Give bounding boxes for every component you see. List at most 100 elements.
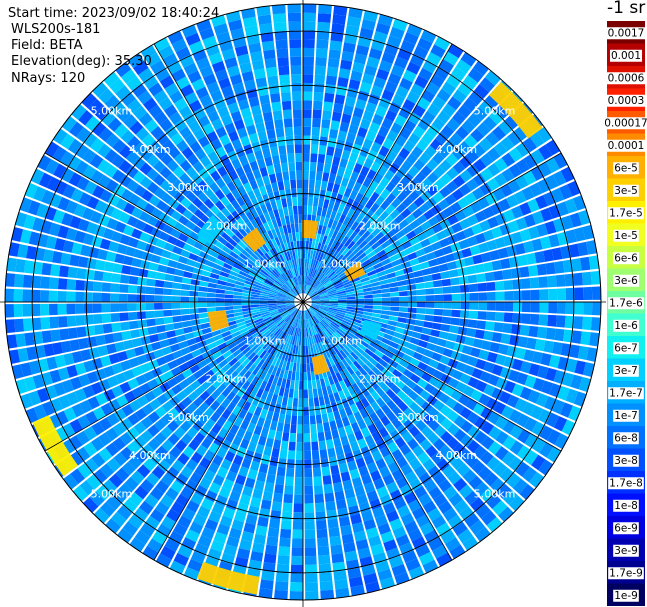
beam-gate (421, 327, 432, 336)
beam-gate (368, 48, 383, 60)
colorbar-label-16: 1.7e-7 (609, 387, 643, 399)
beam-gate (521, 313, 531, 325)
beam-gate (375, 266, 385, 274)
beam-gate (511, 358, 524, 371)
beam-gate (404, 323, 415, 331)
beam-gate (365, 199, 375, 210)
beam-gate (409, 236, 420, 246)
beam-gate (369, 191, 380, 203)
beam-gate (377, 235, 388, 245)
beam-gate (433, 308, 444, 316)
beam-gate (321, 118, 331, 129)
beam-gate (330, 210, 337, 220)
beam-gate (475, 358, 487, 370)
beam-gate (319, 307, 329, 312)
beam-gate (386, 345, 397, 354)
beam-gate (344, 285, 354, 291)
beam-gate (463, 364, 475, 376)
beam-gate (540, 380, 554, 395)
beam-gate (434, 345, 445, 355)
beam-gate (331, 229, 339, 240)
beam-gate (320, 253, 327, 263)
beam-gate (549, 383, 562, 398)
beam-gate (374, 184, 385, 196)
beam-gate (485, 397, 499, 411)
beam-gate (468, 90, 484, 106)
beam-gate (311, 296, 320, 300)
beam-gate (402, 353, 413, 363)
beam-gate (368, 237, 378, 247)
beam-gate (371, 285, 381, 291)
beam-gate (403, 31, 419, 45)
beam-gate (336, 309, 346, 314)
beam-gate (333, 264, 342, 273)
beam-gate (565, 229, 577, 244)
beam-gate (430, 44, 446, 59)
beam-gate (467, 356, 479, 367)
beam-gate (394, 114, 407, 127)
beam-gate (327, 310, 337, 315)
beam-gate (391, 239, 402, 249)
beam-gate (452, 161, 466, 174)
beam-gate (371, 258, 381, 266)
beam-gate (394, 56, 409, 70)
beam-gate (483, 229, 495, 242)
beam-gate (444, 193, 457, 206)
colorbar-label-6: 6e-5 (614, 162, 638, 174)
beta-sectors (5, 4, 601, 600)
beam-gate (399, 77, 413, 91)
beam-gate (451, 147, 465, 161)
beam-gate (335, 314, 344, 320)
beam-gate (568, 405, 582, 422)
beam-gate (348, 79, 361, 90)
beam-gate (316, 251, 322, 261)
beam-gate (485, 131, 500, 147)
beam-gate (521, 186, 535, 201)
beam-gate (460, 52, 477, 67)
beam-gate (463, 227, 475, 238)
beam-gate (535, 393, 549, 408)
beam-gate (387, 72, 402, 86)
beam-gate (516, 158, 530, 174)
beam-gate (545, 262, 556, 275)
beam-gate (556, 302, 566, 314)
beam-gate (390, 306, 400, 312)
beam-gate (464, 134, 478, 149)
beam-gate (309, 289, 316, 297)
beam-gate (337, 292, 347, 297)
beam-gate (337, 268, 346, 276)
beam-gate (314, 282, 322, 290)
beam-gate (406, 61, 421, 75)
beam-gate (321, 235, 328, 245)
beam-gate (345, 311, 355, 316)
beam-gate (319, 295, 329, 299)
beam-gate (386, 324, 397, 332)
beam-gate (303, 275, 306, 285)
beam-gate (415, 313, 426, 321)
beam-gate (311, 302, 321, 304)
beam-gate (493, 322, 504, 333)
beam-gate (452, 89, 467, 104)
beam-gate (396, 250, 407, 259)
beam-gate (427, 216, 440, 227)
beam-gate (337, 297, 347, 300)
beam-gate (303, 170, 309, 180)
beam-gate (413, 225, 424, 236)
beam-gate (303, 65, 314, 75)
beam-gate (486, 351, 498, 363)
beam-gate (329, 303, 339, 306)
beam-gate (528, 264, 539, 277)
beam-gate (416, 138, 429, 152)
beam-gate (390, 296, 400, 302)
beam-gate (440, 323, 451, 332)
beam-gate (305, 267, 309, 277)
beam-gate (375, 105, 388, 118)
beam-gate (419, 261, 430, 270)
field-label: Field: BETA (11, 38, 83, 53)
beam-gate (407, 165, 420, 178)
beam-gate (377, 221, 388, 232)
beam-gate (318, 252, 325, 262)
beam-gate (336, 288, 346, 293)
beam-gate (388, 235, 399, 245)
beam-gate (379, 210, 390, 221)
